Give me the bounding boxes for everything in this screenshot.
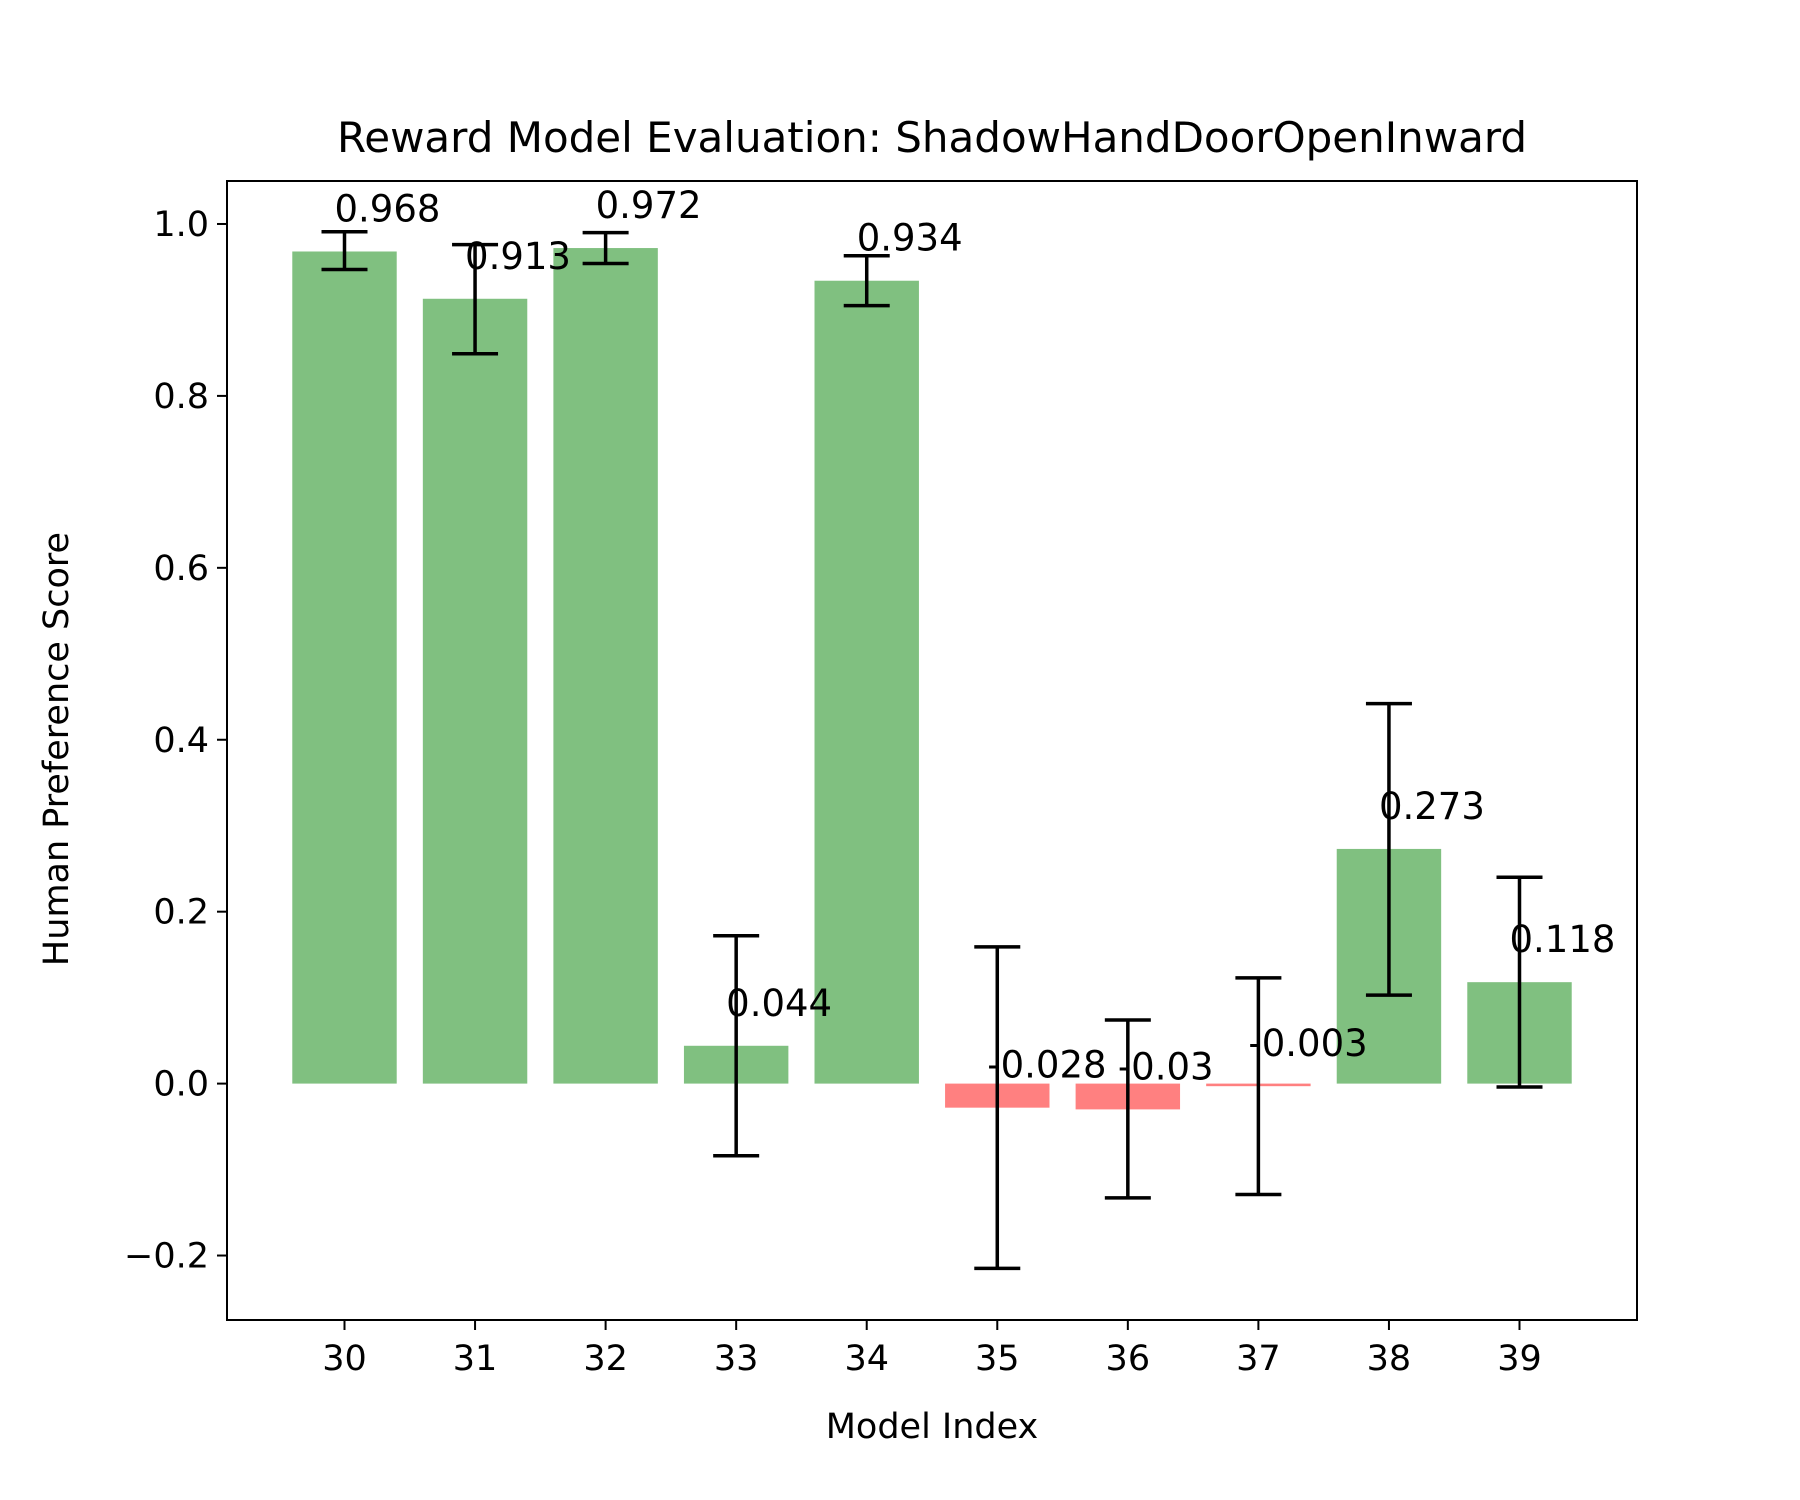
data-label-33: 0.044 [726, 982, 832, 1025]
bar-31 [422, 298, 528, 1084]
y-tick-label-4: 0.6 [153, 549, 209, 589]
y-tick-label-6: 1.0 [153, 205, 209, 245]
data-label-30: 0.968 [335, 188, 441, 231]
data-label-34: 0.934 [857, 217, 963, 260]
error-bar-35 [974, 945, 1021, 1271]
error-bar-38 [1365, 701, 1412, 997]
bars [292, 248, 1572, 1110]
error-bar-33 [713, 933, 760, 1158]
x-tick-label-35: 35 [975, 1339, 1020, 1379]
y-tick-label-5: 0.8 [153, 377, 209, 417]
error-bar-34 [843, 254, 890, 308]
data-label-35: -0.028 [987, 1044, 1106, 1087]
axes: 30 31 32 33 34 35 36 37 38 39 −0.2 0.0 0.2 0.4 0.6 0.8 1… [124, 180, 1638, 1379]
data-labels: 0.968 0.913 0.972 0.044 0.934 -0.028 -0.03 -0.0… [335, 184, 1616, 1088]
data-label-31: 0.913 [465, 235, 571, 278]
y-tick-label-2: 0.2 [153, 893, 209, 933]
error-bar-36 [1104, 1018, 1151, 1200]
data-label-38: 0.273 [1379, 785, 1485, 828]
x-tick-label-37: 37 [1236, 1339, 1281, 1379]
error-bar-30 [321, 229, 368, 272]
x-axis-label: Model Index [826, 1407, 1039, 1447]
x-tick-label-32: 32 [583, 1339, 628, 1379]
bar-30 [292, 251, 397, 1084]
data-label-39: 0.118 [1510, 918, 1616, 961]
error-bar-32 [582, 230, 629, 266]
x-tick-label-31: 31 [453, 1339, 498, 1379]
data-label-36: -0.03 [1118, 1045, 1214, 1088]
y-tick-label-1: 0.0 [153, 1065, 209, 1105]
error-bar-37 [1235, 976, 1282, 1197]
x-tick-label-38: 38 [1367, 1339, 1412, 1379]
error-bars [321, 229, 1543, 1271]
bar-34 [814, 280, 919, 1084]
data-label-32: 0.972 [596, 184, 702, 227]
data-label-37: -0.003 [1248, 1022, 1367, 1065]
x-tick-label-30: 30 [322, 1339, 367, 1379]
error-bar-31 [452, 242, 499, 356]
plot-frame [226, 180, 1638, 1321]
x-tick-label-39: 39 [1497, 1339, 1542, 1379]
x-tick-label-34: 34 [844, 1339, 889, 1379]
x-tick-label-36: 36 [1106, 1339, 1151, 1379]
bar-32 [553, 248, 658, 1084]
error-bar-39 [1496, 875, 1543, 1089]
y-tick-label-3: 0.4 [153, 721, 209, 761]
y-axis-label: Human Preference Score [37, 532, 77, 966]
y-tick-label-0: −0.2 [124, 1237, 209, 1277]
x-tick-label-33: 33 [714, 1339, 759, 1379]
chart-title: Reward Model Evaluation: ShadowHandDoorO… [337, 113, 1527, 162]
